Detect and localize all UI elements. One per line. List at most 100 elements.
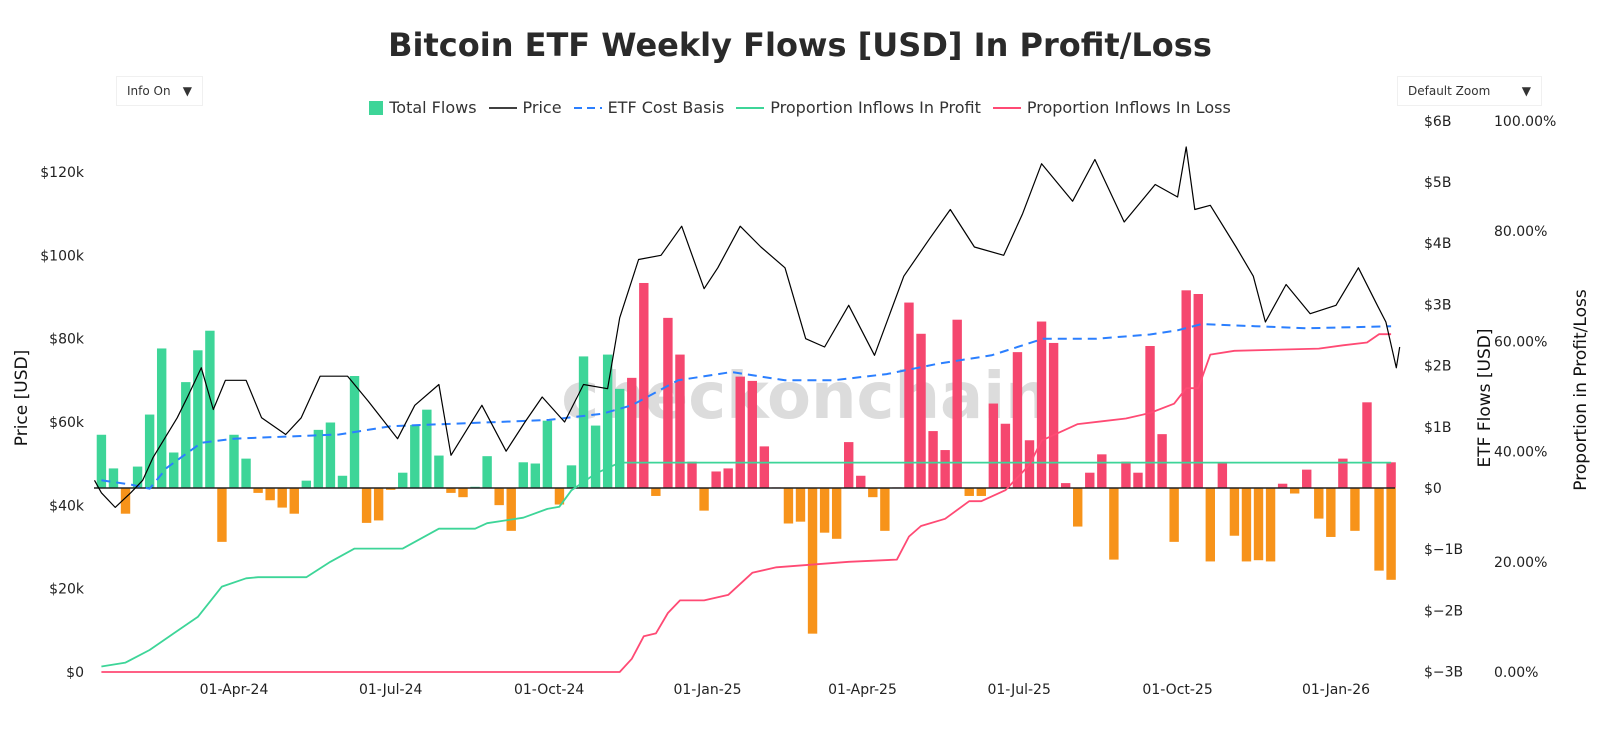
flow-bar (434, 455, 444, 488)
flow-bar (361, 488, 372, 523)
legend-item-proportion-in-loss[interactable]: Proportion Inflows In Loss (992, 98, 1231, 117)
flow-bar (735, 376, 745, 488)
chart-title: Bitcoin ETF Weekly Flows [USD] In Profit… (388, 26, 1212, 64)
flow-bar (1109, 488, 1119, 560)
flow-bar (446, 488, 456, 493)
line-swatch-icon (488, 106, 517, 109)
dashed-line-swatch-icon (573, 106, 602, 109)
x-tick-label: 01-Apr-25 (828, 682, 897, 698)
y-left-tick-label: $60k (49, 415, 85, 431)
flow-bar (301, 480, 312, 488)
info-dropdown-label: Info On (127, 84, 171, 98)
flow-bar (132, 466, 143, 488)
flow-bar (1205, 488, 1216, 562)
flow-bar (1277, 483, 1288, 488)
legend-item-proportion-in-profit[interactable]: Proportion Inflows In Profit (736, 98, 981, 117)
x-tick-label: 01-Jul-25 (987, 682, 1050, 698)
y-right2-tick-label: 20.00% (1494, 555, 1547, 571)
x-tick-label: 01-Apr-24 (200, 682, 269, 698)
series-lines (93, 146, 1401, 673)
flow-bar (687, 461, 697, 488)
zoom-dropdown[interactable]: Default Zoom ▼ (1397, 76, 1542, 106)
flow-bar (205, 330, 215, 488)
etf-cost-basis-line (101, 323, 1392, 490)
flow-bar (880, 488, 890, 531)
flow-bar (1193, 293, 1203, 488)
flow-bar (1253, 488, 1264, 561)
flow-bar (169, 452, 179, 488)
legend-label: ETF Cost Basis (607, 98, 725, 117)
flow-bar (1289, 488, 1300, 494)
y-left-axis-title: Price [USD] (12, 350, 32, 446)
flow-bar (1338, 458, 1348, 488)
flow-bar (1302, 469, 1312, 488)
flow-bar (482, 456, 492, 488)
flow-bar (578, 356, 589, 488)
flow-bar (1133, 472, 1143, 488)
y-right2-tick-label: 60.00% (1494, 334, 1547, 350)
flow-bar (819, 488, 830, 533)
flow-bar (988, 403, 999, 488)
y-right-tick-label: $1B (1424, 420, 1451, 436)
flow-bar (144, 414, 155, 488)
flow-bar (241, 458, 251, 488)
flow-bar (1374, 488, 1384, 571)
y-left-tick-label: $80k (49, 332, 85, 348)
y-left-tick-label: $40k (49, 498, 85, 514)
flow-bar (410, 424, 420, 488)
legend-item-price[interactable]: Price (488, 98, 562, 117)
proportion-in-profit-line (101, 461, 1392, 668)
legend-item-total-flows[interactable]: Total Flows (369, 98, 477, 117)
flow-bar (1012, 352, 1023, 488)
flow-bar (373, 488, 384, 521)
flow-bar (542, 420, 553, 488)
y-right-tick-label: $−2B (1424, 603, 1463, 619)
y-right-tick-label: $2B (1424, 359, 1451, 375)
flow-bar (554, 488, 565, 505)
legend-label: Proportion Inflows In Profit (770, 98, 981, 117)
y-right2-tick-label: 40.00% (1494, 445, 1547, 461)
flow-bar (518, 462, 528, 488)
legend-label: Proportion Inflows In Loss (1026, 98, 1231, 117)
flow-bar (506, 488, 516, 531)
flow-bar (1217, 462, 1228, 488)
flow-bar (904, 302, 914, 488)
flow-bar (1036, 321, 1047, 488)
x-tick-label: 01-Jan-25 (673, 682, 741, 698)
flow-bar (1326, 488, 1336, 537)
y-right-tick-label: $6B (1424, 114, 1451, 130)
flow-bar (1145, 346, 1155, 488)
y-right-tick-label: $−1B (1424, 542, 1463, 558)
info-toggle-dropdown[interactable]: Info On ▼ (116, 76, 203, 106)
flow-bar (1265, 488, 1276, 562)
flow-bar (639, 282, 649, 488)
price-line (93, 146, 1401, 508)
flow-bar (699, 488, 709, 511)
caret-down-icon: ▼ (182, 84, 192, 98)
flow-bar (1073, 488, 1083, 527)
x-tick-label: 01-Jul-24 (359, 682, 422, 698)
flow-bar (1386, 488, 1396, 580)
flow-bar (1362, 402, 1372, 488)
flow-bar (795, 488, 806, 522)
flow-bar (590, 425, 601, 488)
flow-bar (458, 488, 468, 498)
x-tick-label: 01-Jan-26 (1302, 682, 1370, 698)
flow-bar (663, 317, 673, 488)
flow-bar (96, 434, 107, 488)
flow-bar (1121, 461, 1131, 488)
flow-bar (337, 475, 348, 488)
flow-bar (1085, 472, 1095, 488)
flow-bar (229, 434, 239, 488)
y-left-tick-label: $20k (49, 582, 85, 598)
flow-bar (964, 488, 974, 496)
flow-bar (711, 471, 721, 488)
y-right2-tick-label: 0.00% (1494, 665, 1538, 681)
legend-item-etf-cost-basis[interactable]: ETF Cost Basis (573, 98, 725, 117)
flow-bar (1169, 488, 1179, 542)
flow-bar (856, 475, 866, 488)
y-right-tick-label: $0 (1424, 481, 1442, 497)
flow-bar (422, 409, 432, 488)
flow-bar (1314, 488, 1324, 519)
